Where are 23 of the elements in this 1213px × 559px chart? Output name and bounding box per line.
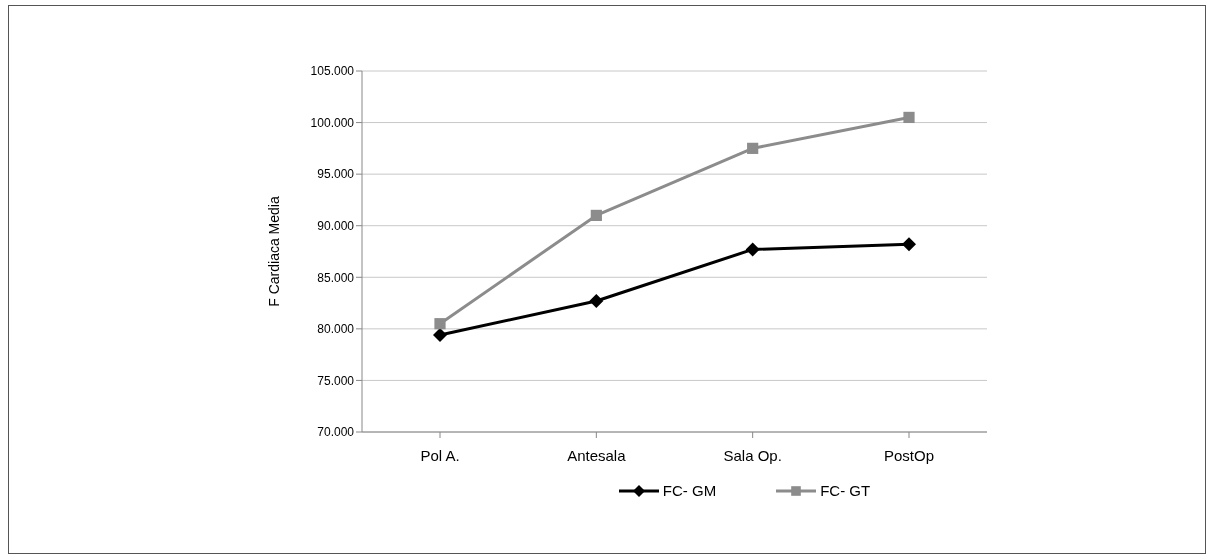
y-tick-label: 70.000 [317,425,355,440]
point [433,328,447,343]
y-tick-label: 95.000 [317,167,355,182]
y-tick-label: 105.000 [310,64,355,79]
x-tick-label: Antesala [567,446,627,464]
y-tick-label: 85.000 [317,270,355,285]
x-tick-label: Sala Op. [723,446,782,464]
y-axis-title: F Cardiaca Media [265,196,282,307]
y-tick-label: 90.000 [317,218,355,233]
y-tick-label: 80.000 [317,322,355,337]
x-tick-label: Pol A. [420,446,460,464]
point [903,111,915,124]
point [589,294,604,309]
point [590,209,602,221]
point [745,242,760,257]
point [902,237,916,252]
legend-label: FC- GT [820,482,871,499]
y-tick-label: 75.000 [317,373,355,388]
legend-label: FC- GM [662,482,717,499]
y-tick-label: 100.000 [310,115,355,130]
point [434,318,446,330]
x-tick-label: PostOp [883,446,935,464]
point [747,142,759,154]
